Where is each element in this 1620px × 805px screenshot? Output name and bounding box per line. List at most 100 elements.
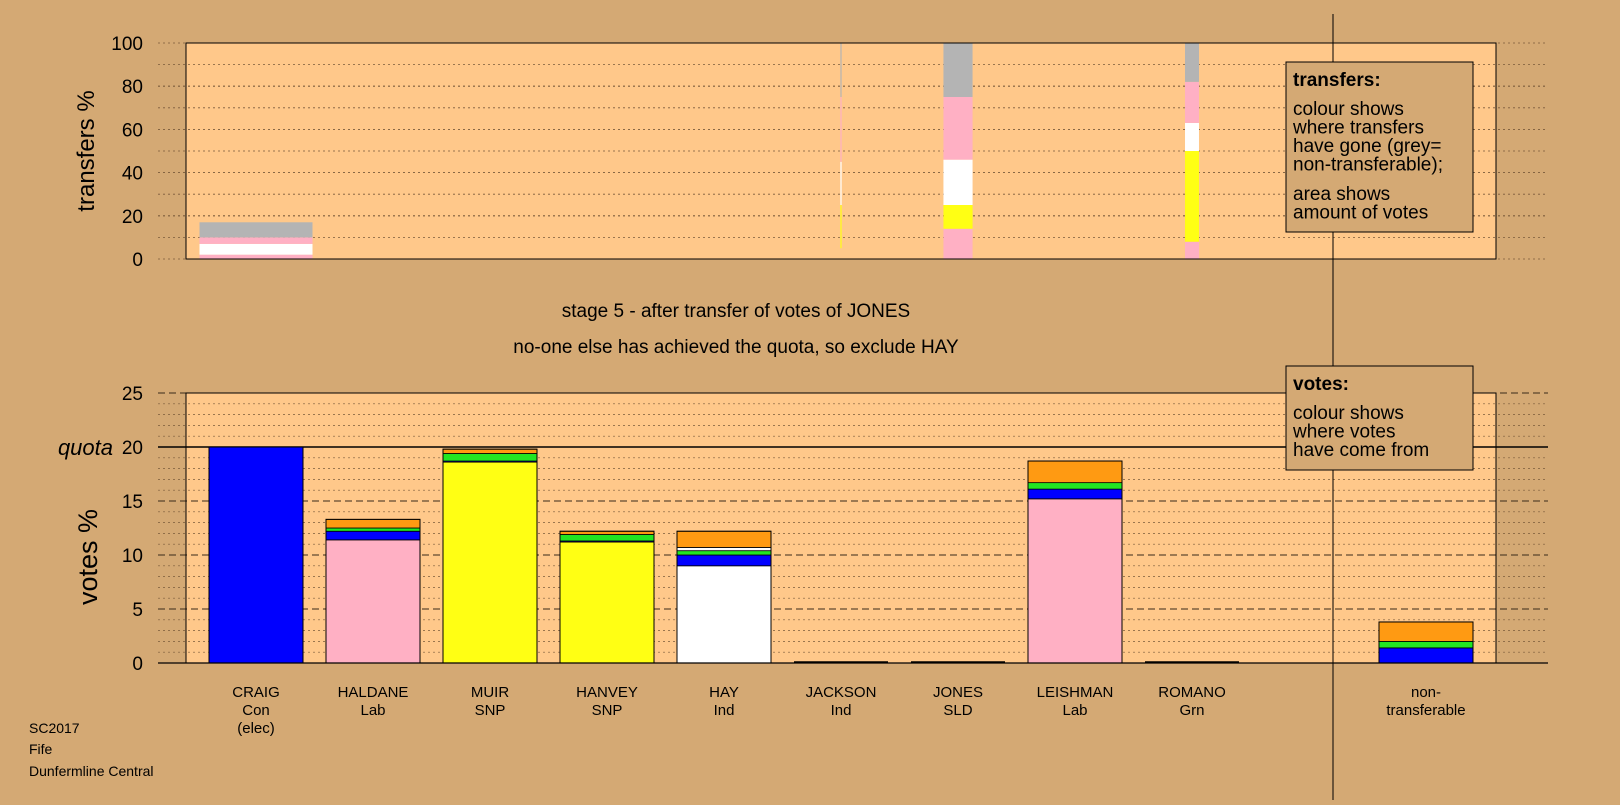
nontransferable-label: transferable [1386,702,1465,719]
quota-label: quota [58,435,113,460]
transfers-y-tick-label: 40 [122,164,143,185]
transfer-segment-jones [943,159,973,205]
legend-transfers-line: non-transferable); [1293,155,1443,176]
candidate-status-label: (elec) [237,720,275,737]
candidate-party-label: Con [242,702,270,719]
vote-segment-muir [442,461,538,664]
vote-segment-leishman [1027,488,1123,500]
legend-votes-line: colour shows [1293,403,1404,424]
transfer-segment-romano [1185,151,1199,242]
candidate-name-label: LEISHMAN [1037,684,1114,701]
vote-segment-haldane [325,527,421,532]
transfer-segment-jackson [840,205,842,249]
transfer-segment-jones [943,43,973,97]
candidate-party-label: Ind [831,702,852,719]
transfers-y-tick-label: 20 [122,207,143,228]
vote-segment-leishman [1027,460,1123,484]
vote-segment-muir [442,453,538,462]
candidate-party-label: Lab [360,702,385,719]
footer-election: SC2017 [29,720,80,736]
votes-y-tick-label: 25 [122,384,143,405]
transfer-segment-craig [199,243,313,255]
votes-plot-frame [185,392,1497,664]
transfer-segment-craig [199,237,313,244]
transfers-panel: 0 20 40 60 80 100 transfers % [73,34,1548,271]
transfers-y-tick-label: 0 [132,250,143,271]
transfers-y-tick-label: 60 [122,120,143,141]
candidate-name-label: MUIR [471,684,509,701]
votes-y-tick-label: 15 [122,492,143,513]
candidate-name-label: CRAIG [232,684,280,701]
stage-text: stage 5 - after transfer of votes of JON… [562,301,911,322]
votes-y-tick-label: 0 [132,654,143,675]
vote-segment-leishman [1027,498,1123,664]
vote-segment-hay [676,530,772,548]
candidate-name-label: JACKSON [806,684,877,701]
vote-segment-hay [676,547,772,552]
candidate-name-label: HANVEY [576,684,638,701]
footer-ward: Dunfermline Central [29,763,154,779]
transfer-segment-jones [943,97,973,160]
legend-votes-line: have come from [1293,440,1429,461]
legend-transfers-line: area shows [1293,184,1390,205]
transfer-segment-craig [199,222,313,238]
candidate-party-label: Grn [1179,702,1204,719]
vote-segment-hanvey [559,534,655,542]
nontransferable-label: non- [1411,684,1441,701]
legend-transfers-title: transfers: [1293,70,1381,91]
transfer-segment-jones [943,205,973,229]
candidate-party-label: SNP [475,702,506,719]
candidate-name-label: JONES [933,684,983,701]
votes-y-axis-label: votes % [73,509,103,605]
transfer-segment-romano [1185,241,1199,259]
footer: SC2017 Fife Dunfermline Central [29,720,154,779]
decision-text: no-one else has achieved the quota, so e… [513,337,959,358]
legend-votes-box [1285,365,1474,471]
candidate-name-label: HALDANE [338,684,409,701]
legend-votes-line: where votes [1292,422,1395,443]
candidate-party-label: Ind [714,702,735,719]
vote-segment-haldane [325,530,421,541]
candidate-party-label: SLD [943,702,972,719]
vote-segment-hay [676,565,772,664]
vote-segment-nontransferable [1378,621,1474,642]
transfer-segment-jackson [840,43,842,97]
vote-segment-hay [676,550,772,556]
votes-y-tick-label: 20 [122,438,143,459]
transfers-y-tick-label: 80 [122,77,143,98]
vote-segment-haldane [325,539,421,664]
vote-segment-haldane [325,518,421,529]
transfers-y-tick-label: 100 [111,34,143,55]
legend-transfers-line: colour shows [1293,99,1404,120]
vote-segment-leishman [1027,482,1123,490]
transfer-segment-jackson [840,161,842,205]
candidate-party-label: SNP [592,702,623,719]
candidate-name-label: HAY [709,684,739,701]
transfers-y-axis-label: transfers % [73,90,100,211]
transfers-plot-frame [185,42,1497,260]
transfer-segment-romano [1185,81,1199,123]
candidate-party-label: Lab [1062,702,1087,719]
transfer-segment-romano [1185,43,1199,82]
transfer-segment-romano [1185,122,1199,151]
vote-segment-craig [208,446,304,664]
votes-y-tick-label: 10 [122,546,143,567]
legend-votes-title: votes: [1293,374,1349,395]
legend-transfers-line: amount of votes [1293,203,1428,224]
stage-header: stage 5 - after transfer of votes of JON… [513,301,959,358]
legend-transfers-box [1285,61,1474,233]
vote-segment-hanvey [559,541,655,664]
transfer-segment-jackson [840,97,842,162]
transfer-segment-craig [199,254,313,259]
legend-transfers-line: where transfers [1292,118,1424,139]
legend-transfers-line: have gone (grey= [1293,136,1441,157]
candidate-name-label: ROMANO [1158,684,1226,701]
vote-segment-nontransferable [1378,641,1474,649]
votes-y-tick-label: 5 [132,600,143,621]
transfer-segment-jones [943,228,973,259]
